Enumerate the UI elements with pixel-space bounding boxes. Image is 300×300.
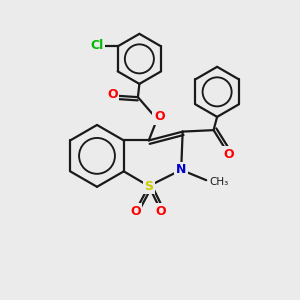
Text: O: O bbox=[223, 148, 234, 161]
Text: S: S bbox=[144, 180, 153, 193]
Text: O: O bbox=[130, 205, 141, 218]
Text: O: O bbox=[154, 110, 165, 123]
Text: Cl: Cl bbox=[90, 39, 103, 52]
Text: CH₃: CH₃ bbox=[210, 177, 229, 187]
Text: O: O bbox=[107, 88, 118, 101]
Text: O: O bbox=[156, 205, 166, 218]
Text: N: N bbox=[176, 164, 186, 176]
